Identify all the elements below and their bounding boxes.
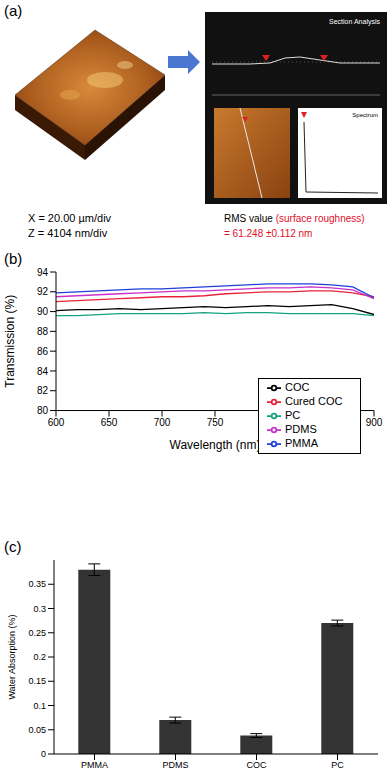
svg-text:PMMA: PMMA (81, 760, 108, 770)
html-text:(c): (c) (4, 538, 22, 555)
svg-text:700: 700 (154, 417, 171, 428)
svg-text:0: 0 (41, 749, 46, 759)
svg-text:88: 88 (37, 326, 49, 337)
svg-text:650: 650 (101, 417, 118, 428)
svg-text:0.3: 0.3 (33, 604, 46, 614)
svg-text:82: 82 (37, 385, 49, 396)
svg-text:= 61.248 ±0.112 nm: = 61.248 ±0.112 nm (224, 228, 312, 239)
svg-text:Transmission (%): Transmission (%) (8, 295, 17, 388)
svg-text:80: 80 (37, 405, 49, 416)
svg-text:600: 600 (48, 417, 65, 428)
svg-text:92: 92 (37, 286, 49, 297)
html-text:(b): (b) (4, 250, 23, 267)
svg-text:PDMS: PDMS (162, 760, 188, 770)
svg-text:(a): (a) (8, 2, 22, 19)
html-text:PDMS: PDMS (285, 423, 317, 436)
html-text:PC: PC (285, 409, 301, 422)
html-text:COC: COC (285, 381, 310, 393)
svg-text:RMS value (surface roughness): RMS value (surface roughness) (224, 213, 365, 224)
svg-text:X = 20.00 µm/div: X = 20.00 µm/div (28, 212, 112, 224)
svg-text:850: 850 (313, 417, 330, 428)
svg-text:COC: COC (247, 760, 268, 770)
svg-text:0.15: 0.15 (28, 676, 46, 686)
svg-text:0.05: 0.05 (28, 725, 46, 735)
svg-text:0.1: 0.1 (33, 701, 46, 711)
svg-text:0.2: 0.2 (33, 652, 46, 662)
svg-text:Wavelength (nm): Wavelength (nm) (170, 438, 261, 452)
svg-text:0.25: 0.25 (28, 628, 46, 638)
svg-text:Section Analysis: Section Analysis (329, 18, 380, 26)
svg-text:86: 86 (37, 346, 49, 357)
svg-text:Z = 4104 nm/div: Z = 4104 nm/div (28, 227, 108, 239)
svg-text:84: 84 (37, 366, 49, 377)
svg-text:800: 800 (260, 417, 277, 428)
svg-text:900: 900 (366, 417, 383, 428)
svg-text:750: 750 (207, 417, 224, 428)
svg-text:0.35: 0.35 (28, 579, 46, 589)
html-text:Cured COC: Cured COC (285, 395, 343, 408)
svg-text:PC: PC (331, 760, 344, 770)
svg-text:94: 94 (37, 267, 49, 278)
svg-text:Spectrum: Spectrum (352, 112, 378, 118)
svg-text:90: 90 (37, 306, 49, 317)
svg-text:Water Absorption (%): Water Absorption (%) (8, 614, 17, 699)
html-text:PMMA: PMMA (285, 437, 318, 450)
